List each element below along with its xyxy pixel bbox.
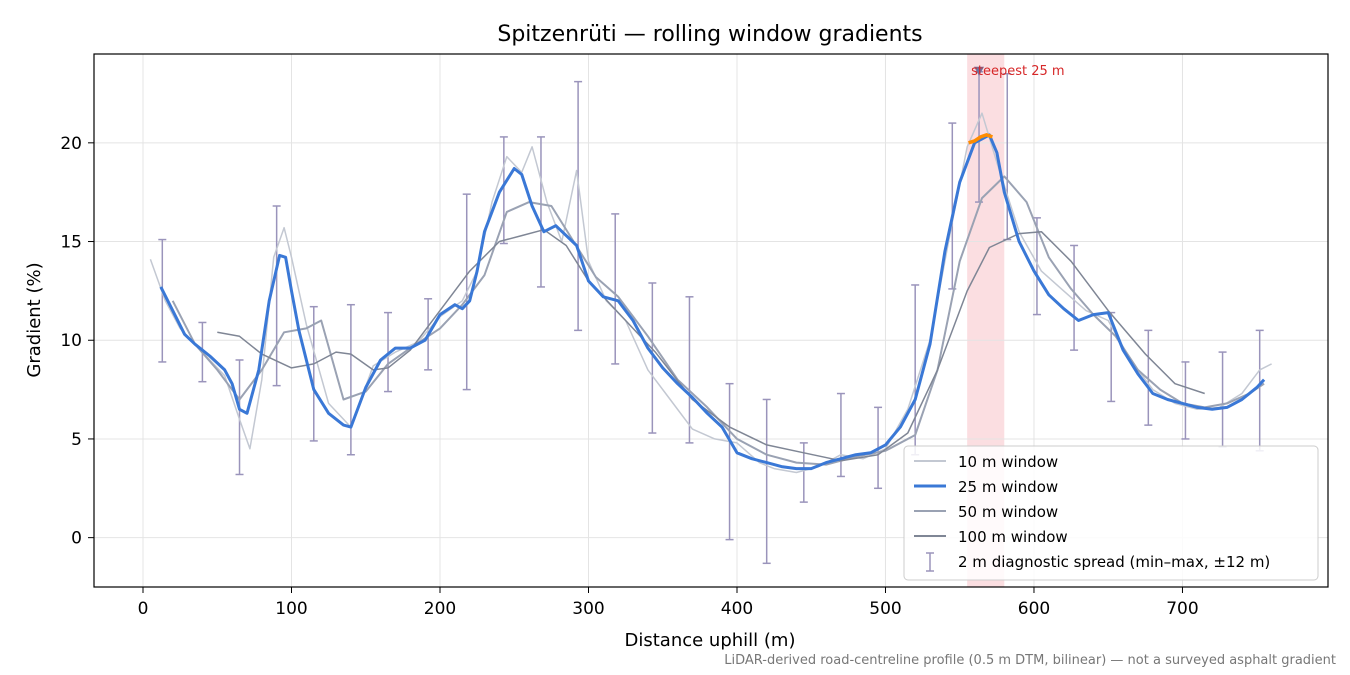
x-tick-label: 500: [869, 599, 901, 619]
x-tick-label: 300: [572, 599, 604, 619]
x-tick-label: 400: [721, 599, 753, 619]
x-tick-label: 0: [138, 599, 149, 619]
y-tick-label: 0: [71, 529, 82, 549]
y-axis-label: Gradient (%): [24, 262, 45, 377]
series-line-25m: [159, 133, 1266, 471]
steepest-segment-line: [968, 133, 993, 145]
series-line-10m: [149, 112, 1272, 474]
legend-label-50m: 50 m window: [958, 503, 1058, 521]
chart-title: Spitzenrüti — rolling window gradients: [497, 22, 922, 47]
footnote: LiDAR-derived road-centreline profile (0…: [724, 653, 1336, 668]
plot-area: steepest 25 m 0 100 200 300 400 500 600 700 0 5 10 1…: [60, 53, 1329, 619]
y-tick-label: 15: [60, 233, 82, 253]
steepest-annotation: steepest 25 m: [971, 64, 1064, 79]
series-line-100m: [217, 228, 1205, 462]
x-tick-label: 700: [1166, 599, 1198, 619]
x-axis-label: Distance uphill (m): [625, 630, 796, 651]
legend-label-25m: 25 m window: [958, 478, 1058, 496]
legend: 10 m window 25 m window 50 m window 100 …: [903, 445, 1319, 581]
y-tick-label: 10: [60, 331, 82, 351]
y-tick-label: 5: [71, 430, 82, 450]
steepest-marker: [974, 66, 985, 76]
legend-label-spread: 2 m diagnostic spread (min–max, ±12 m): [958, 553, 1270, 571]
legend-label-100m: 100 m window: [958, 528, 1068, 546]
x-tick-label: 100: [275, 599, 307, 619]
series-line-50m: [171, 175, 1265, 466]
legend-label-10m: 10 m window: [958, 453, 1058, 471]
y-tick-label: 20: [60, 134, 82, 154]
x-tick-label: 600: [1018, 599, 1050, 619]
axes-frame: [93, 53, 1329, 588]
legend-frame: [903, 445, 1319, 581]
x-tick-label: 200: [424, 599, 456, 619]
